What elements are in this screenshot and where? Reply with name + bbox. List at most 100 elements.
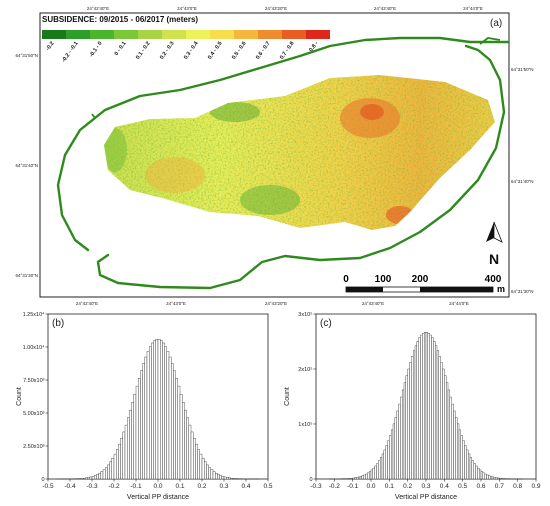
histogram-bar bbox=[122, 431, 126, 480]
y-axis-label: Count bbox=[284, 387, 291, 406]
right-tick-label: 64°31'30"N bbox=[511, 289, 534, 294]
histogram-bar bbox=[466, 449, 469, 480]
histogram-bar bbox=[469, 457, 473, 480]
x-axis-label: Vertical PP distance bbox=[395, 494, 457, 501]
histogram-bar bbox=[96, 474, 99, 480]
histogram-bar bbox=[226, 477, 229, 480]
histogram-bar bbox=[85, 477, 88, 480]
histogram-bar bbox=[411, 356, 414, 480]
histogram-bar bbox=[195, 443, 198, 480]
x-tick-label: 0.1 bbox=[385, 483, 394, 490]
x-tick-label: 0.9 bbox=[531, 483, 540, 490]
histogram-bar bbox=[420, 334, 423, 480]
histogram-b: -0.5 -0.4 -0.3 -0.2 -0.1 0.0 0.1 0.2 0.3 0.4 0.5 0 2… bbox=[16, 311, 273, 501]
histogram-bar bbox=[164, 346, 167, 480]
histogram-bar bbox=[464, 445, 467, 480]
scale-label-400: 400 bbox=[485, 274, 502, 285]
legend-swatch bbox=[66, 30, 90, 39]
histogram-bar bbox=[374, 465, 377, 480]
histogram-bar bbox=[217, 474, 220, 480]
histogram-bar bbox=[201, 458, 205, 480]
top-tick-label: 24°43'20"E bbox=[265, 6, 287, 11]
y-tick-label: 5.00x10³ bbox=[23, 411, 45, 417]
histogram-bar bbox=[438, 356, 441, 480]
legend-swatch bbox=[306, 30, 330, 39]
histogram-bar bbox=[363, 474, 366, 480]
histogram-bar bbox=[124, 424, 128, 480]
histogram-bar bbox=[127, 417, 130, 480]
histogram-bar bbox=[179, 393, 183, 480]
map-right-ticks: 64°31'50"N 64°31'40"N 64°31'30"N bbox=[511, 67, 534, 294]
top-tick-label: 24°43'40"E bbox=[374, 6, 396, 11]
x-tick-label: 0.1 bbox=[175, 483, 184, 490]
y-tick-label: 7.50x10³ bbox=[23, 378, 45, 384]
panel-label: (c) bbox=[320, 318, 332, 329]
right-tick-label: 64°31'40"N bbox=[511, 179, 534, 184]
histogram-bar bbox=[193, 438, 196, 480]
histogram-bar bbox=[83, 477, 86, 480]
histogram-bar bbox=[407, 368, 410, 480]
map-title: SUBSIDENCE: 09/2015 - 06/2017 (meters) bbox=[42, 15, 198, 24]
legend-swatch bbox=[210, 30, 234, 39]
histogram-bar bbox=[493, 477, 496, 480]
scale-unit: m bbox=[497, 284, 505, 294]
histogram-bar bbox=[111, 458, 115, 480]
histogram-bar bbox=[190, 431, 194, 480]
x-tick-label: 0.0 bbox=[153, 483, 162, 490]
histogram-bar bbox=[442, 368, 445, 480]
histogram-bar bbox=[186, 417, 189, 480]
y-tick-label: 2.50x10³ bbox=[23, 444, 45, 450]
histogram-bar bbox=[436, 350, 440, 480]
x-tick-label: -0.4 bbox=[64, 483, 76, 490]
bottom-tick-label: 24°42'40"E bbox=[76, 301, 98, 306]
legend-swatch bbox=[282, 30, 306, 39]
y-tick-label: 0 bbox=[41, 477, 44, 483]
histogram-bar bbox=[153, 340, 156, 480]
histogram-bar bbox=[100, 471, 104, 480]
histogram-bar bbox=[423, 332, 427, 480]
histogram-bar bbox=[162, 342, 165, 480]
histogram-bar bbox=[425, 332, 429, 480]
x-tick-label: -0.3 bbox=[310, 483, 322, 490]
histogram-bar bbox=[473, 463, 476, 480]
histogram-bar bbox=[460, 435, 463, 480]
histogram-bar bbox=[232, 478, 236, 480]
histogram-bar bbox=[129, 409, 132, 480]
top-tick-label: 24°42'40"E bbox=[87, 6, 109, 11]
histogram-bar bbox=[135, 385, 139, 480]
histogram-bar bbox=[387, 440, 390, 480]
top-tick-label: 24°44'0"E bbox=[463, 6, 483, 11]
histogram-bar bbox=[383, 449, 386, 480]
bottom-tick-label: 24°43'40"E bbox=[362, 301, 384, 306]
y-tick-label: 3x10⁵ bbox=[298, 311, 312, 318]
histogram-bar bbox=[389, 435, 392, 480]
left-tick-label: 64°31'30"N bbox=[15, 273, 38, 278]
histogram-bar bbox=[403, 382, 407, 480]
histogram-bar bbox=[372, 467, 375, 480]
histogram-bar bbox=[182, 402, 185, 480]
histogram-bar bbox=[429, 334, 432, 480]
histogram-c: -0.3 -0.2 -0.1 0.0 0.1 0.2 0.3 0.4 0.5 0.6 0.7 0.8 0… bbox=[284, 311, 541, 501]
histogram-bar bbox=[385, 445, 388, 480]
histogram-bar bbox=[230, 477, 233, 480]
histogram-bar bbox=[168, 356, 172, 480]
histogram-bar bbox=[199, 453, 203, 480]
scale-label-200: 200 bbox=[412, 274, 429, 285]
x-tick-label: 0.4 bbox=[241, 483, 250, 490]
histogram-bar bbox=[491, 476, 495, 480]
histogram-bar bbox=[381, 453, 385, 480]
histogram-bar bbox=[365, 473, 368, 480]
histogram-bar bbox=[177, 385, 181, 480]
histogram-bar bbox=[378, 460, 381, 480]
x-tick-label: -0.2 bbox=[108, 483, 120, 490]
legend-swatch bbox=[138, 30, 162, 39]
histogram-bar bbox=[113, 453, 117, 480]
histogram-bar bbox=[357, 476, 361, 480]
histogram-bar bbox=[359, 476, 363, 480]
x-tick-label: 0.3 bbox=[421, 483, 430, 490]
histogram-bar bbox=[482, 472, 485, 480]
legend-swatch bbox=[186, 30, 210, 39]
histogram-bar bbox=[133, 393, 137, 480]
histogram-bar bbox=[210, 469, 214, 480]
x-tick-label: -0.1 bbox=[130, 483, 142, 490]
